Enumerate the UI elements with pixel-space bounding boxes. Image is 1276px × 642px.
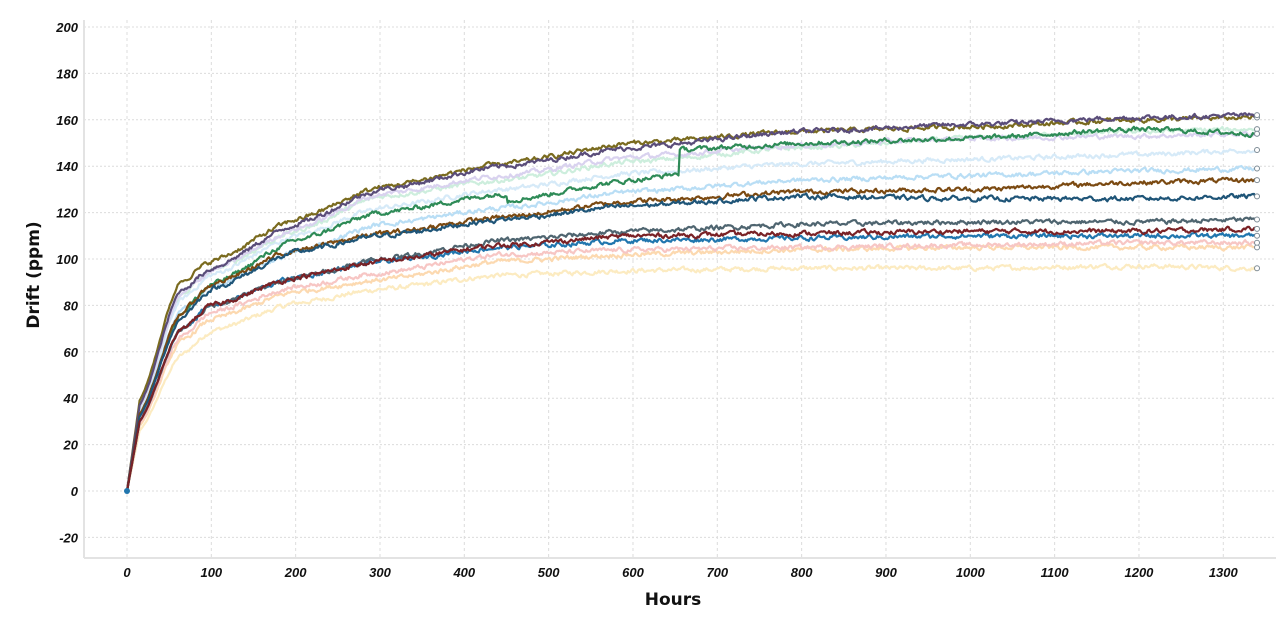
series-5-green-line: [125, 125, 1258, 492]
series-lines: [125, 112, 1258, 492]
origin-marker: [124, 488, 130, 494]
y-tick-label: 20: [63, 438, 79, 453]
axes: [83, 20, 1276, 559]
series-10-slate-line: [125, 216, 1257, 492]
y-tick-label: 160: [56, 113, 78, 128]
series-9-navy-end-marker: [1254, 193, 1261, 200]
series-10-slate-end-marker: [1254, 216, 1261, 223]
x-tick-label: 200: [284, 565, 307, 580]
x-tick-label: 1100: [1041, 565, 1070, 580]
y-tick-label: 40: [63, 391, 79, 406]
series-2-purple-end-marker: [1254, 112, 1261, 119]
y-tick-labels: -20 0 20 40 60 80 100 120 140 160 180 200: [55, 20, 78, 545]
series-4-mint-line: [125, 125, 1257, 492]
x-tick-label: 600: [622, 565, 644, 580]
series-5-green-end-marker: [1254, 130, 1261, 137]
gridlines: [84, 20, 1276, 558]
x-tick-label: 300: [369, 565, 391, 580]
x-tick-label: 900: [875, 565, 897, 580]
series-11-maroon-end-marker: [1254, 225, 1261, 232]
series-15-pale-yellow-line: [125, 262, 1258, 492]
x-axis-title: Hours: [645, 590, 702, 610]
series-12-blue-end-marker: [1254, 232, 1261, 239]
series-8-brown-line: [125, 176, 1257, 492]
x-tick-labels: 0 100 200 300 400 500 600 700 800 900 1000 1100 1200…: [123, 565, 1238, 580]
series-3-lavender-line: [125, 130, 1257, 492]
y-axis-title: Drift (ppm): [24, 221, 44, 328]
series-2-purple-line: [125, 112, 1258, 492]
series-13-pink-line: [125, 238, 1258, 492]
series-6-light-blue-line: [125, 148, 1258, 492]
series-7-sky-end-marker: [1254, 165, 1261, 172]
x-tick-label: 800: [791, 565, 813, 580]
y-tick-label: 80: [64, 298, 79, 313]
series-13-pink-end-marker: [1254, 239, 1261, 246]
y-tick-label: 180: [56, 66, 78, 81]
x-tick-label: 500: [538, 565, 560, 580]
x-tick-label: 1000: [956, 565, 986, 580]
x-tick-label: 100: [200, 565, 222, 580]
series-7-sky-line: [125, 164, 1257, 492]
series-6-light-blue-end-marker: [1254, 146, 1261, 153]
series-9-navy-line: [125, 192, 1257, 492]
y-tick-label: 120: [56, 206, 78, 221]
y-tick-label: 0: [71, 484, 79, 499]
x-tick-label: 1300: [1209, 565, 1239, 580]
x-tick-label: 400: [452, 565, 475, 580]
x-tick-label: 0: [123, 565, 131, 580]
series-15-pale-yellow-end-marker: [1254, 265, 1261, 272]
x-tick-label: 1200: [1124, 565, 1154, 580]
series-14-peach-line: [125, 243, 1258, 492]
y-tick-label: 140: [56, 159, 78, 174]
y-tick-label: -20: [59, 530, 79, 545]
y-tick-label: 100: [56, 252, 78, 267]
y-tick-label: 200: [55, 20, 78, 35]
x-tick-label: 700: [706, 565, 728, 580]
series-11-maroon-line: [125, 225, 1258, 492]
y-tick-label: 60: [64, 345, 79, 360]
series-8-brown-end-marker: [1254, 177, 1261, 184]
series-end-markers: [124, 112, 1261, 494]
